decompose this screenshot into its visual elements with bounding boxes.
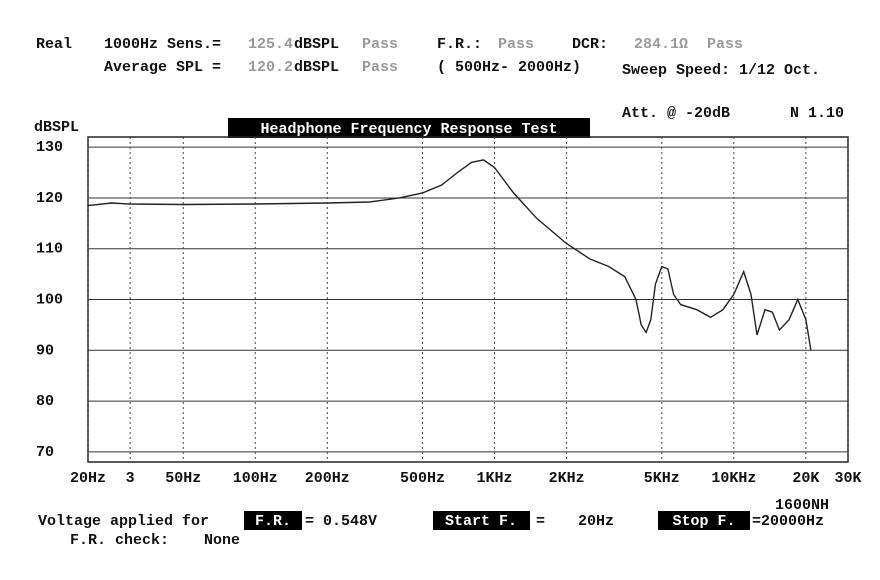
y-tick-label: 100 <box>36 291 63 308</box>
x-tick-label: 500Hz <box>400 470 445 487</box>
y-axis-label: dBSPL <box>34 119 79 136</box>
voltage-label: Voltage applied for <box>38 513 209 530</box>
x-tick-label: 2KHz <box>549 470 585 487</box>
sens-status: Pass <box>362 36 398 53</box>
dcr-status: Pass <box>707 36 743 53</box>
avg-value: 120.2 <box>248 59 293 76</box>
check-value: None <box>204 532 240 549</box>
fr-status: Pass <box>498 36 534 53</box>
x-tick-label: 5KHz <box>644 470 680 487</box>
response-curve <box>87 159 812 351</box>
y-tick-label: 130 <box>36 139 63 156</box>
x-tick-label: 3 <box>126 470 135 487</box>
model: 1600NH <box>775 497 829 514</box>
stop-box-label: Stop F. <box>672 513 735 530</box>
y-tick-label: 120 <box>36 190 63 207</box>
y-tick-label: 90 <box>36 342 54 359</box>
x-tick-label: 100Hz <box>233 470 278 487</box>
start-value: 20Hz <box>578 513 614 530</box>
x-tick-label: 50Hz <box>165 470 201 487</box>
dcr-value: 284.1Ω <box>634 36 688 53</box>
dcr-label: DCR: <box>572 36 608 53</box>
start-box-label: Start F. <box>445 513 517 530</box>
sens-value: 125.4 <box>248 36 293 53</box>
avg-status: Pass <box>362 59 398 76</box>
avg-unit: dBSPL <box>294 59 339 76</box>
fr-box <box>244 511 302 530</box>
mode: Real <box>36 36 72 53</box>
start-eq: = <box>536 513 545 530</box>
start-box <box>433 511 530 530</box>
chart-title: Headphone Frequency Response Test <box>260 121 557 138</box>
version: N 1.10 <box>790 105 844 122</box>
voltage-value: = 0.548V <box>305 513 377 530</box>
x-tick-label: 20K <box>792 470 819 487</box>
x-tick-label: 1KHz <box>477 470 513 487</box>
sens-label: 1000Hz Sens.= <box>104 36 221 53</box>
title-box <box>228 118 590 138</box>
x-tick-label: 20Hz <box>70 470 106 487</box>
attenuation: Att. @ -20dB <box>622 105 730 122</box>
y-tick-label: 110 <box>36 241 63 258</box>
x-tick-label: 200Hz <box>305 470 350 487</box>
sweep: Sweep Speed: 1/12 Oct. <box>622 62 820 79</box>
x-tick-label: 10KHz <box>711 470 756 487</box>
stop-box <box>658 511 750 530</box>
avg-range: ( 500Hz- 2000Hz) <box>437 59 581 76</box>
fr-label: F.R.: <box>437 36 482 53</box>
avg-label: Average SPL = <box>104 59 221 76</box>
sens-unit: dBSPL <box>294 36 339 53</box>
fr-box-label: F.R. <box>255 513 291 530</box>
stop-value: =20000Hz <box>752 513 824 530</box>
check-label: F.R. check: <box>70 532 169 549</box>
y-tick-label: 70 <box>36 444 54 461</box>
x-tick-label: 30K <box>834 470 861 487</box>
y-tick-label: 80 <box>36 393 54 410</box>
